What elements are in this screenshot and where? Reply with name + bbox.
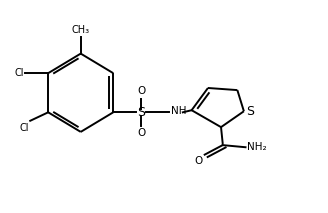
Text: S: S bbox=[247, 105, 255, 118]
Text: S: S bbox=[137, 106, 145, 119]
Text: Cl: Cl bbox=[14, 68, 24, 78]
Text: CH₃: CH₃ bbox=[72, 24, 90, 35]
Text: NH: NH bbox=[171, 106, 187, 116]
Text: Cl: Cl bbox=[19, 123, 29, 133]
Text: NH₂: NH₂ bbox=[247, 142, 267, 152]
Text: O: O bbox=[137, 128, 145, 138]
Text: O: O bbox=[195, 156, 203, 166]
Text: O: O bbox=[137, 86, 145, 96]
